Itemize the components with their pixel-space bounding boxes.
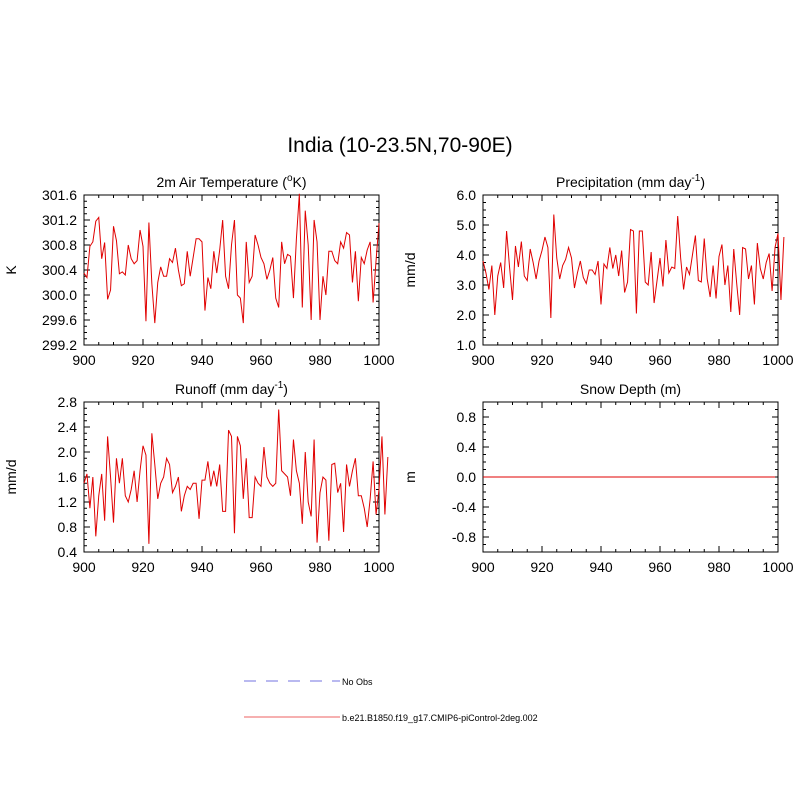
x-tick-label: 920 (530, 352, 554, 368)
x-tick-label: 940 (190, 559, 214, 575)
x-tick-label: 940 (190, 352, 214, 368)
y-tick-label: 0.8 (457, 409, 477, 425)
y-axis-label: mm/d (3, 460, 19, 495)
series-line (83, 409, 389, 544)
y-tick-label: 4.0 (457, 247, 477, 263)
panel-title: 2m Air Temperature (oK) (156, 173, 306, 190)
panel-temperature: 2m Air Temperature (oK) K 900 920 940 960 980 1… (3, 173, 395, 368)
panel-title: Snow Depth (m) (580, 381, 681, 397)
x-tick-label: 980 (707, 559, 731, 575)
y-tick-label: 2.0 (58, 444, 78, 460)
legend-label-no-obs: No Obs (342, 677, 373, 687)
plot-frame (83, 194, 380, 346)
x-tick-label: 980 (308, 559, 332, 575)
panels: 2m Air Temperature (oK) K 900 920 940 960 980 1… (3, 173, 794, 575)
panel-title: Runoff (mm day-1) (175, 380, 288, 397)
x-tick-label: 1000 (363, 352, 394, 368)
x-tick-label: 900 (471, 352, 495, 368)
x-tick-label: 920 (131, 559, 155, 575)
x-tick-label: 900 (471, 559, 495, 575)
y-tick-label: 300.4 (42, 262, 77, 278)
x-tick-label: 920 (131, 352, 155, 368)
series-line (482, 214, 785, 319)
x-tick-label: 960 (648, 352, 672, 368)
x-tick-label: 980 (707, 352, 731, 368)
y-tick-label: 0.8 (58, 519, 78, 535)
y-tick-label: 2.0 (457, 307, 477, 323)
x-tick-label: 940 (589, 352, 613, 368)
y-tick-label: 299.2 (42, 337, 77, 353)
y-tick-label: 1.2 (58, 494, 78, 510)
x-tick-label: 1000 (363, 559, 394, 575)
y-tick-label: 300.8 (42, 237, 77, 253)
y-tick-label: -0.8 (452, 529, 476, 545)
x-tick-label: 1000 (762, 559, 793, 575)
x-tick-label: 980 (308, 352, 332, 368)
y-tick-label: 2.8 (58, 394, 78, 410)
y-tick-label: 300.0 (42, 287, 77, 303)
panel-precipitation: Precipitation (mm day-1) mm/d 900 920 940 960… (402, 173, 794, 368)
y-tick-label: 1.6 (58, 469, 78, 485)
y-axis-label: m (402, 471, 418, 483)
y-tick-label: 1.0 (457, 337, 477, 353)
plot-frame (83, 401, 380, 553)
y-tick-label: -0.4 (452, 499, 476, 515)
panel-snow-depth: Snow Depth (m) m 900 920 940 960 980 1000 -0.8 -0… (402, 381, 794, 575)
y-tick-label: 301.6 (42, 187, 77, 203)
x-tick-label: 960 (249, 352, 273, 368)
y-tick-label: 3.0 (457, 277, 477, 293)
x-tick-label: 940 (589, 559, 613, 575)
x-tick-label: 900 (72, 352, 96, 368)
plot-frame (482, 194, 779, 346)
panel-runoff: Runoff (mm day-1) mm/d 900 920 940 960 980 1000… (3, 380, 395, 575)
y-tick-label: 6.0 (457, 187, 477, 203)
series-line (83, 193, 380, 324)
y-axis-label: K (3, 265, 19, 275)
y-tick-label: 2.4 (58, 419, 78, 435)
x-tick-label: 960 (648, 559, 672, 575)
y-tick-label: 301.2 (42, 212, 77, 228)
x-tick-label: 1000 (762, 352, 793, 368)
panel-title: Precipitation (mm day-1) (556, 173, 705, 190)
x-tick-label: 920 (530, 559, 554, 575)
y-tick-label: 5.0 (457, 217, 477, 233)
y-axis-label: mm/d (402, 253, 418, 288)
y-tick-label: 0.4 (457, 439, 477, 455)
y-tick-label: 299.6 (42, 312, 77, 328)
y-tick-label: 0.4 (58, 544, 78, 560)
x-tick-label: 900 (72, 559, 96, 575)
legend: No Obs b.e21.B1850.f19_g17.CMIP6-piContr… (244, 677, 538, 723)
legend-label-model: b.e21.B1850.f19_g17.CMIP6-piControl-2deg… (342, 713, 538, 723)
x-tick-label: 960 (249, 559, 273, 575)
y-tick-label: 0.0 (457, 469, 477, 485)
main-title: India (10-23.5N,70-90E) (287, 134, 512, 157)
